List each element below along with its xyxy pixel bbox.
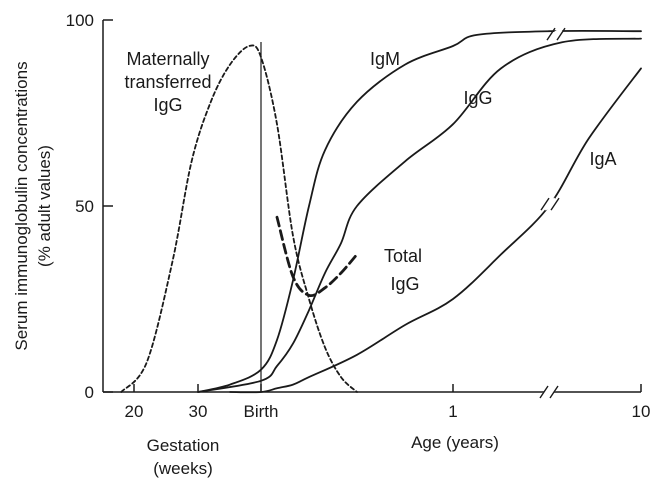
series-line-igm	[197, 29, 642, 393]
x-tick-label-w20: 20	[125, 402, 144, 421]
x-group-label-age: Age (years)	[411, 433, 499, 452]
y-tick-label-50: 50	[75, 197, 94, 216]
series-line-iga	[229, 67, 642, 394]
x-tick-label-birth: Birth	[244, 402, 279, 421]
series-label-maternal-line2: transferred	[124, 72, 211, 92]
series-label-total-igg-line2: IgG	[390, 274, 419, 294]
x-tick-label-w30: 30	[189, 402, 208, 421]
series-label-total-igg-line1: Total	[384, 246, 422, 266]
series-line-maternal	[120, 44, 358, 393]
series-label-iga: IgA	[589, 149, 616, 169]
y-axis-title-line2: (% adult values)	[35, 145, 54, 267]
axes-layer: 0 50 100 20 30 Birth 1 10	[66, 11, 651, 421]
x-tick-label-y1: 1	[448, 402, 457, 421]
y-tick-label-0: 0	[85, 383, 94, 402]
series-label-maternal-line3: IgG	[153, 95, 182, 115]
series-label-maternal-line1: Maternally	[126, 49, 209, 69]
y-tick-label-100: 100	[66, 11, 94, 30]
x-axis-break-mark	[539, 385, 559, 399]
series-label-igg: IgG	[463, 88, 492, 108]
series-label-igm: IgM	[370, 49, 400, 69]
series-line-igg	[197, 37, 642, 393]
curve-break-mark-iga	[540, 197, 560, 211]
curves-layer	[120, 29, 642, 394]
x-tick-label-y10: 10	[632, 402, 651, 421]
x-group-label-gestation-line1: Gestation	[147, 436, 220, 455]
curve-break-mark-top	[546, 27, 566, 41]
y-axis-title-line1: Serum immunoglobulin concentrations	[12, 61, 31, 350]
labels-layer: Serum immunoglobulin concentrations (% a…	[12, 49, 617, 478]
series-line-total_igg	[275, 215, 359, 298]
x-group-label-gestation-line2: (weeks)	[153, 459, 213, 478]
